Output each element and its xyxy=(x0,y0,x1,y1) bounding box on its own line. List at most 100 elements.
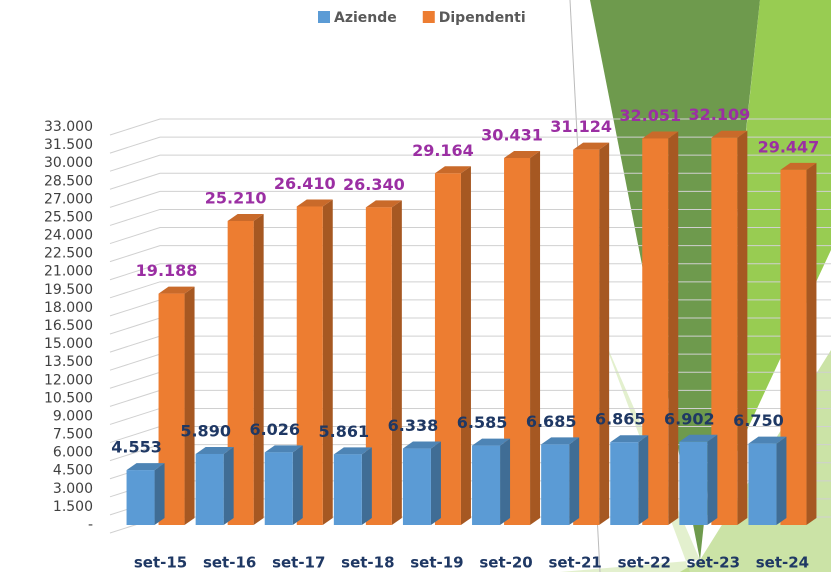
value-label: 31.124 xyxy=(550,117,612,136)
y-tick-label: 30.000 xyxy=(44,155,93,171)
grid-line xyxy=(109,136,831,154)
bar-side xyxy=(707,434,718,525)
bar-side xyxy=(569,437,580,525)
bar-top xyxy=(195,446,234,454)
bar-side xyxy=(776,436,787,525)
bar-top xyxy=(504,150,541,158)
bar-top xyxy=(610,435,649,443)
y-tick-label: 9.000 xyxy=(53,408,93,424)
bar xyxy=(126,470,155,525)
bar-top xyxy=(333,447,372,455)
value-label: 26.340 xyxy=(343,175,405,194)
x-tick-label: set-15 xyxy=(134,554,187,572)
y-tick-label: 1.500 xyxy=(53,499,93,515)
value-label: 6.685 xyxy=(526,412,577,431)
grid-line xyxy=(109,118,831,136)
value-label: 26.410 xyxy=(274,174,336,193)
y-tick-label: 4.500 xyxy=(53,463,93,479)
bar-side xyxy=(184,286,195,525)
value-label: 6.026 xyxy=(249,420,300,439)
bar-top xyxy=(711,130,748,138)
x-tick-label: set-24 xyxy=(756,554,809,572)
bar-side xyxy=(599,142,610,525)
bar-top xyxy=(227,213,264,221)
bar-side xyxy=(253,213,264,525)
bar-side xyxy=(500,438,511,525)
legend: Aziende Dipendenti xyxy=(318,10,526,26)
bar xyxy=(610,442,639,525)
legend-label: Dipendenti xyxy=(439,10,526,26)
bar-side xyxy=(223,446,234,525)
value-label: 5.890 xyxy=(180,421,231,440)
bar-top xyxy=(541,437,580,445)
legend-swatch xyxy=(318,11,330,23)
value-label: 29.164 xyxy=(412,141,474,160)
bar xyxy=(264,452,293,525)
bar-side xyxy=(391,200,402,525)
value-label: 29.447 xyxy=(758,137,820,156)
y-tick-label: 15.000 xyxy=(44,336,93,352)
y-tick-label: 10.500 xyxy=(44,390,93,406)
bar-side xyxy=(361,447,372,525)
bar xyxy=(748,443,777,525)
y-tick-label: 28.500 xyxy=(44,173,93,189)
bar-top xyxy=(365,200,402,208)
value-label: 32.051 xyxy=(619,106,681,125)
bar-top xyxy=(402,441,441,449)
y-tick-label: 22.500 xyxy=(44,246,93,262)
bar-top xyxy=(573,142,610,150)
bar-side xyxy=(322,199,333,525)
bar-top xyxy=(264,445,303,453)
bar-top xyxy=(434,166,471,174)
bar-side xyxy=(530,150,541,525)
x-tick-label: set-23 xyxy=(687,554,740,572)
legend-label: Aziende xyxy=(334,10,397,26)
value-label: 6.865 xyxy=(595,410,646,429)
x-tick-label: set-20 xyxy=(479,554,532,572)
bar-side xyxy=(668,131,679,526)
value-label: 6.902 xyxy=(664,409,715,428)
y-tick-label: 13.500 xyxy=(44,354,93,370)
y-tick-label: 6.000 xyxy=(53,445,93,461)
bar-top xyxy=(126,463,165,471)
y-tick-label: 27.000 xyxy=(44,191,93,207)
bar-top xyxy=(748,436,787,444)
y-tick-label: 19.500 xyxy=(44,282,93,298)
x-tick-label: set-18 xyxy=(341,554,394,572)
x-tick-label: set-16 xyxy=(203,554,256,572)
bar-top xyxy=(679,434,718,442)
bar-side xyxy=(430,441,441,525)
bar xyxy=(472,445,501,525)
y-tick-label: 24.000 xyxy=(44,228,93,244)
y-tick-label: 33.000 xyxy=(44,119,93,135)
value-label: 19.188 xyxy=(136,261,198,280)
bar-side xyxy=(638,435,649,525)
y-tick-label: 7.500 xyxy=(53,427,93,443)
bar-side xyxy=(737,130,748,525)
x-tick-label: set-22 xyxy=(618,554,671,572)
bar-top xyxy=(780,162,817,170)
plot-area: - 1.500 3.000 4.500 6.000 7.500 9.000 10.500 12.… xyxy=(44,105,831,572)
x-tick-label: set-21 xyxy=(548,554,601,572)
value-label: 25.210 xyxy=(205,188,267,207)
value-label: 6.338 xyxy=(388,416,439,435)
value-label: 6.750 xyxy=(733,411,784,430)
decor-shape xyxy=(560,330,700,572)
bar-side xyxy=(292,445,303,525)
bar-top xyxy=(472,438,511,446)
value-label: 4.553 xyxy=(111,438,162,457)
bar xyxy=(333,454,362,525)
legend-swatch xyxy=(422,11,435,23)
bar xyxy=(402,448,431,525)
value-label: 30.431 xyxy=(481,125,543,144)
y-tick-label: - xyxy=(88,517,93,533)
y-tick-label: 25.500 xyxy=(44,209,93,225)
bar xyxy=(541,444,570,525)
y-tick-label: 31.500 xyxy=(44,137,93,153)
value-label: 5.861 xyxy=(319,422,370,441)
y-tick-label: 3.000 xyxy=(53,481,93,497)
bar-side xyxy=(154,463,165,525)
bar-top xyxy=(642,131,679,139)
y-tick-label: 16.500 xyxy=(44,318,93,334)
